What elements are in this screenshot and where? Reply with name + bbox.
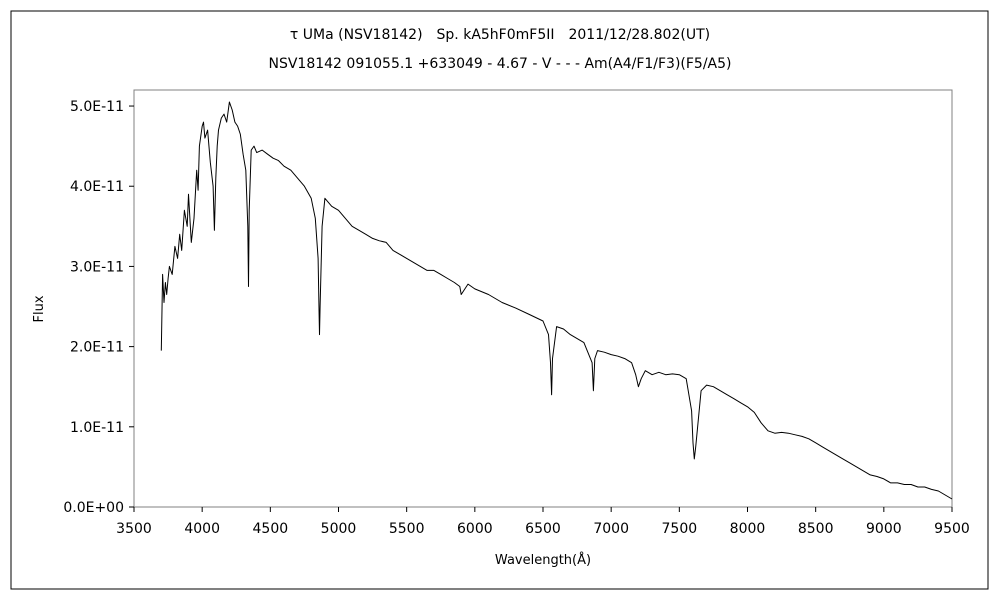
y-tick-label: 0.0E+00 xyxy=(63,500,124,516)
x-tick-label: 7000 xyxy=(593,521,629,537)
x-tick-label: 7500 xyxy=(662,521,698,537)
x-tick-label: 5000 xyxy=(321,521,357,537)
y-tick-label: 2.0E-11 xyxy=(70,340,124,356)
x-tick-label: 4500 xyxy=(253,521,289,537)
x-tick-label: 8000 xyxy=(730,521,766,537)
plot-area xyxy=(133,89,953,508)
y-tick-label: 1.0E-11 xyxy=(70,420,124,436)
x-tick-label: 6500 xyxy=(525,521,561,537)
series-layer xyxy=(160,101,953,500)
x-tick-label: 6000 xyxy=(457,521,493,537)
x-tick-label: 4000 xyxy=(184,521,220,537)
y-axis: 0.0E+00 1.0E-11 2.0E-11 3.0E-11 4.0E-11 5.0E-… xyxy=(63,99,134,516)
y-tick-label: 4.0E-11 xyxy=(70,179,124,195)
spectrum-line xyxy=(160,101,953,500)
chart-title: τ UMa (NSV18142) Sp. kA5hF0mF5II 2011/12… xyxy=(290,27,710,43)
x-tick-label: 8500 xyxy=(798,521,834,537)
x-tick-label: 9000 xyxy=(866,521,902,537)
chart-subtitle: NSV18142 091055.1 +633049 - 4.67 - V - -… xyxy=(268,56,731,72)
y-tick-label: 3.0E-11 xyxy=(70,259,124,275)
y-axis-label: Flux xyxy=(32,295,47,322)
x-axis-label: Wavelength(Å) xyxy=(495,552,591,568)
x-tick-label: 5500 xyxy=(389,521,425,537)
x-axis: 3500 4000 4500 5000 5500 6000 6500 7000 7500 8000… xyxy=(116,507,970,537)
x-tick-label: 3500 xyxy=(116,521,152,537)
y-tick-label: 5.0E-11 xyxy=(70,99,124,115)
x-tick-label: 9500 xyxy=(934,521,970,537)
